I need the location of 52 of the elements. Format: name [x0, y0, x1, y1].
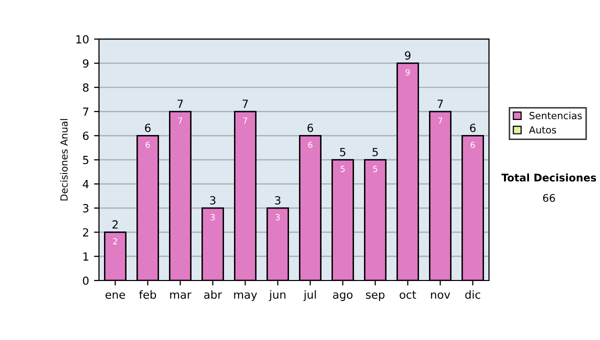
- text: Total Decisiones: [501, 173, 596, 182]
- y-tick-label: 1: [83, 252, 88, 261]
- annotation: 6: [307, 124, 314, 132]
- data-label: 3: [276, 214, 280, 220]
- data-label: 6: [308, 142, 312, 148]
- annotation: 6: [144, 124, 151, 132]
- annotation: 3: [210, 196, 216, 205]
- text: 66: [543, 194, 555, 202]
- x-tick-label: feb: [139, 290, 156, 299]
- x-tick-label: jul: [303, 290, 316, 301]
- data-label: 3: [210, 214, 215, 220]
- annotation: 7: [438, 100, 443, 108]
- x-tick-label: mar: [170, 292, 192, 299]
- annotation: 6: [470, 124, 476, 132]
- data-label: 5: [373, 166, 378, 172]
- data-label: 5: [340, 166, 345, 172]
- annotation: 9: [404, 51, 411, 60]
- y-tick-label: 5: [83, 156, 88, 164]
- annotation: 7: [242, 100, 248, 108]
- x-tick-label: may: [234, 292, 258, 301]
- x-tick-label: abr: [204, 290, 222, 299]
- annotation: 3: [275, 196, 280, 205]
- data-label: 2: [113, 238, 118, 244]
- data-label: 7: [243, 118, 248, 124]
- annotation: 5: [340, 148, 346, 156]
- data-label: 6: [146, 142, 150, 148]
- x-tick-label: oct: [400, 290, 416, 299]
- y-tick-label: 3: [83, 204, 88, 212]
- x-tick-label: ago: [333, 292, 352, 301]
- y-axis-title: Decisiones Anual: [60, 119, 68, 200]
- data-label: 6: [470, 142, 475, 148]
- annotation: 2: [112, 220, 118, 229]
- x-tick-label: nov: [431, 292, 450, 299]
- x-tick-label: jun: [268, 290, 286, 301]
- annotation: 5: [372, 148, 378, 156]
- y-tick-label: 0: [82, 276, 89, 285]
- x-tick-label: sep: [366, 292, 384, 301]
- annotation: 7: [178, 100, 183, 108]
- y-tick-label: 7: [83, 108, 88, 116]
- x-tick-label: ene: [106, 292, 126, 299]
- data-label: 7: [438, 118, 442, 124]
- legend-label: Autos: [528, 126, 556, 134]
- y-tick-label: 2: [83, 228, 88, 236]
- y-tick-label: 9: [82, 59, 88, 68]
- y-tick-label: 6: [82, 132, 89, 140]
- data-label: 9: [406, 69, 410, 76]
- legend-label: Sentencias: [530, 112, 582, 120]
- y-tick-label: 4: [82, 180, 89, 188]
- x-tick-label: dic: [465, 290, 480, 299]
- y-tick-label: 10: [76, 35, 89, 44]
- data-label: 7: [178, 118, 182, 124]
- y-tick-label: 8: [82, 83, 89, 92]
